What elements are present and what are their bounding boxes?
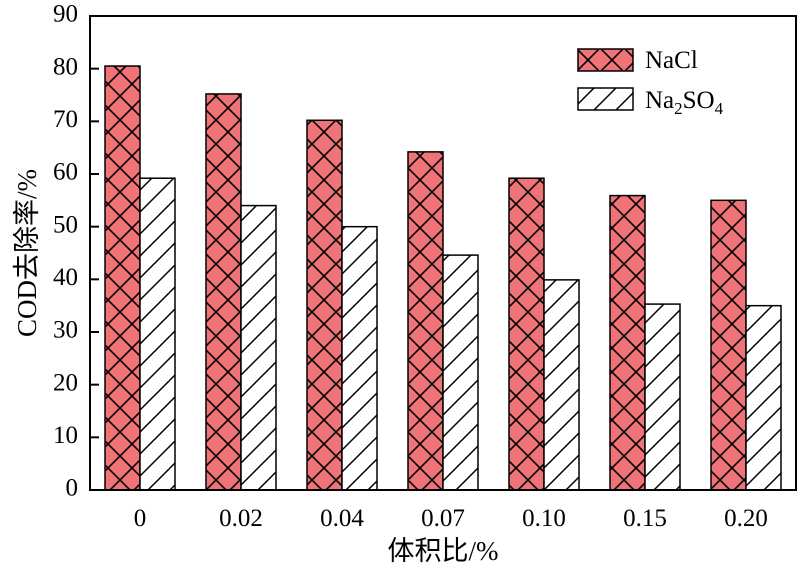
- x-tick-label: 0.20: [724, 505, 768, 532]
- y-tick-label: 0: [66, 475, 79, 502]
- legend-na2so4-sub-2: 2: [674, 99, 683, 118]
- y-tick-label: 50: [53, 211, 78, 238]
- y-tick-label: 60: [53, 159, 78, 186]
- y-tick-label: 90: [53, 1, 78, 28]
- y-tick-label: 40: [53, 264, 78, 291]
- legend-na2so4-part-1: Na: [645, 87, 674, 114]
- legend-swatch-nacl: [577, 48, 634, 72]
- y-tick-label: 10: [53, 422, 78, 449]
- x-tick-label: 0: [134, 505, 147, 532]
- legend-item-nacl: NaCl: [577, 47, 698, 74]
- bar-nacl-0: [104, 65, 141, 491]
- y-axis: 0 10 20 30 40 50 60 70 80 90: [53, 1, 99, 502]
- legend-swatch-na2so4: [577, 87, 634, 111]
- bar-na2so4-0: [139, 177, 176, 491]
- x-tick-label: 0.10: [522, 505, 566, 532]
- bars-group: [104, 65, 782, 491]
- bar-na2so4-5: [644, 303, 681, 491]
- y-axis-title: COD去除率/%: [12, 169, 42, 337]
- y-tick-label: 80: [53, 53, 78, 80]
- x-axis-title: 体积比/%: [388, 536, 499, 566]
- bar-nacl-3: [407, 151, 444, 491]
- bar-na2so4-2: [341, 225, 378, 491]
- x-tick-label: 0.04: [320, 505, 364, 532]
- bar-nacl-4: [508, 177, 545, 491]
- bar-na2so4-3: [442, 254, 479, 491]
- x-tick-label: 0.02: [219, 505, 263, 532]
- y-tick-label: 20: [53, 369, 78, 396]
- x-axis: 0 0.02 0.04 0.07 0.10 0.15 0.20: [134, 505, 768, 532]
- bar-nacl-5: [609, 194, 646, 491]
- bar-nacl-1: [205, 93, 242, 491]
- x-tick-label: 0.07: [421, 505, 465, 532]
- x-tick-label: 0.15: [623, 505, 667, 532]
- bar-nacl-6: [710, 199, 747, 491]
- bar-na2so4-4: [543, 279, 580, 491]
- bar-na2so4-1: [240, 204, 277, 491]
- bar-na2so4-6: [745, 304, 782, 491]
- legend-label-na2so4: Na2SO4: [645, 87, 724, 118]
- plot-frame: [89, 15, 797, 491]
- y-tick-label: 30: [53, 317, 78, 344]
- legend-label-nacl: NaCl: [645, 47, 698, 74]
- bar-nacl-2: [306, 119, 343, 491]
- y-tick-label: 70: [53, 106, 78, 133]
- legend: NaCl Na2SO4: [577, 47, 724, 118]
- legend-na2so4-sub-4: 4: [715, 99, 724, 118]
- legend-na2so4-part-3: SO: [683, 87, 715, 114]
- legend-item-na2so4: Na2SO4: [577, 87, 724, 118]
